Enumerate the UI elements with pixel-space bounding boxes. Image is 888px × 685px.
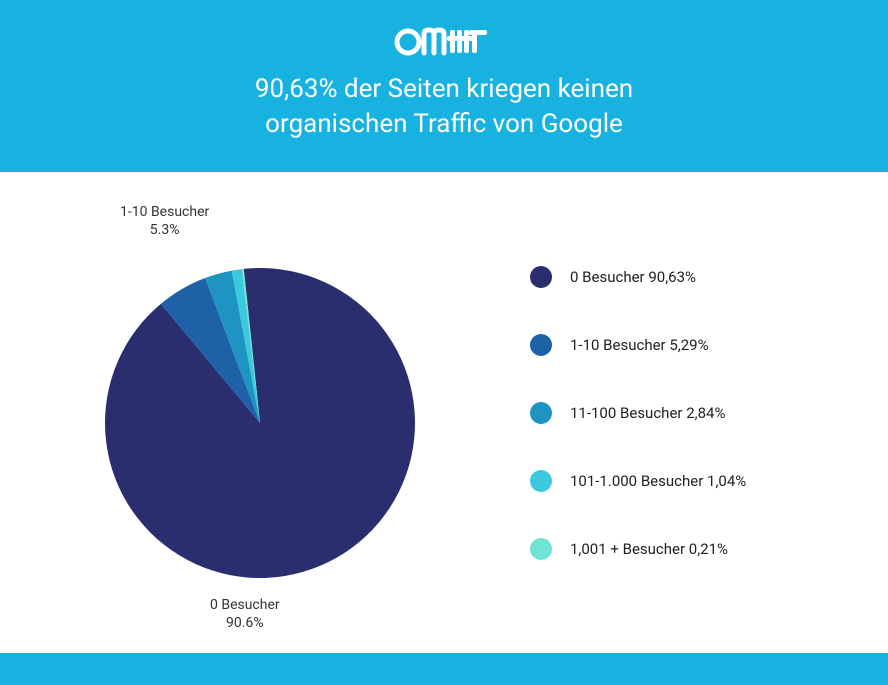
infographic-container: 90,63% der Seiten kriegen keinen organis… bbox=[0, 0, 888, 685]
title-line-2: organischen Traffic von Google bbox=[265, 109, 623, 139]
legend-swatch bbox=[530, 470, 552, 492]
legend-item: 11-100 Besucher 2,84% bbox=[530, 402, 848, 424]
logo bbox=[40, 22, 848, 58]
legend-label: 11-100 Besucher 2,84% bbox=[570, 404, 725, 422]
content-area: 1-10 Besucher 5.3% 0 Besucher 90.6% 0 Be… bbox=[0, 172, 888, 653]
legend-label: 0 Besucher 90,63% bbox=[570, 268, 696, 286]
callout-top-value: 5.3% bbox=[150, 222, 180, 238]
legend-label: 1,001 + Besucher 0,21% bbox=[570, 540, 728, 558]
omt-logo-icon bbox=[394, 22, 494, 58]
legend-swatch bbox=[530, 538, 552, 560]
callout-small-slice: 1-10 Besucher 5.3% bbox=[120, 203, 209, 239]
legend-item: 101-1.000 Besucher 1,04% bbox=[530, 470, 848, 492]
legend-item: 0 Besucher 90,63% bbox=[530, 266, 848, 288]
callout-bottom-label: 0 Besucher bbox=[210, 597, 280, 613]
legend-item: 1-10 Besucher 5,29% bbox=[530, 334, 848, 356]
header: 90,63% der Seiten kriegen keinen organis… bbox=[0, 0, 888, 172]
callout-top-label: 1-10 Besucher bbox=[120, 204, 209, 220]
legend-label: 1-10 Besucher 5,29% bbox=[570, 336, 709, 354]
pie-chart bbox=[100, 263, 420, 587]
pie-chart-area: 1-10 Besucher 5.3% 0 Besucher 90.6% bbox=[60, 193, 480, 633]
footer-bar bbox=[0, 653, 888, 685]
legend-label: 101-1.000 Besucher 1,04% bbox=[570, 472, 746, 490]
page-title: 90,63% der Seiten kriegen keinen organis… bbox=[40, 72, 848, 142]
callout-bottom-value: 90.6% bbox=[226, 615, 264, 631]
legend-swatch bbox=[530, 402, 552, 424]
pie-svg bbox=[100, 263, 420, 583]
legend: 0 Besucher 90,63% 1-10 Besucher 5,29% 11-1… bbox=[480, 266, 848, 560]
callout-large-slice: 0 Besucher 90.6% bbox=[210, 596, 280, 632]
title-line-1: 90,63% der Seiten kriegen keinen bbox=[255, 74, 633, 104]
legend-swatch bbox=[530, 334, 552, 356]
legend-swatch bbox=[530, 266, 552, 288]
legend-item: 1,001 + Besucher 0,21% bbox=[530, 538, 848, 560]
